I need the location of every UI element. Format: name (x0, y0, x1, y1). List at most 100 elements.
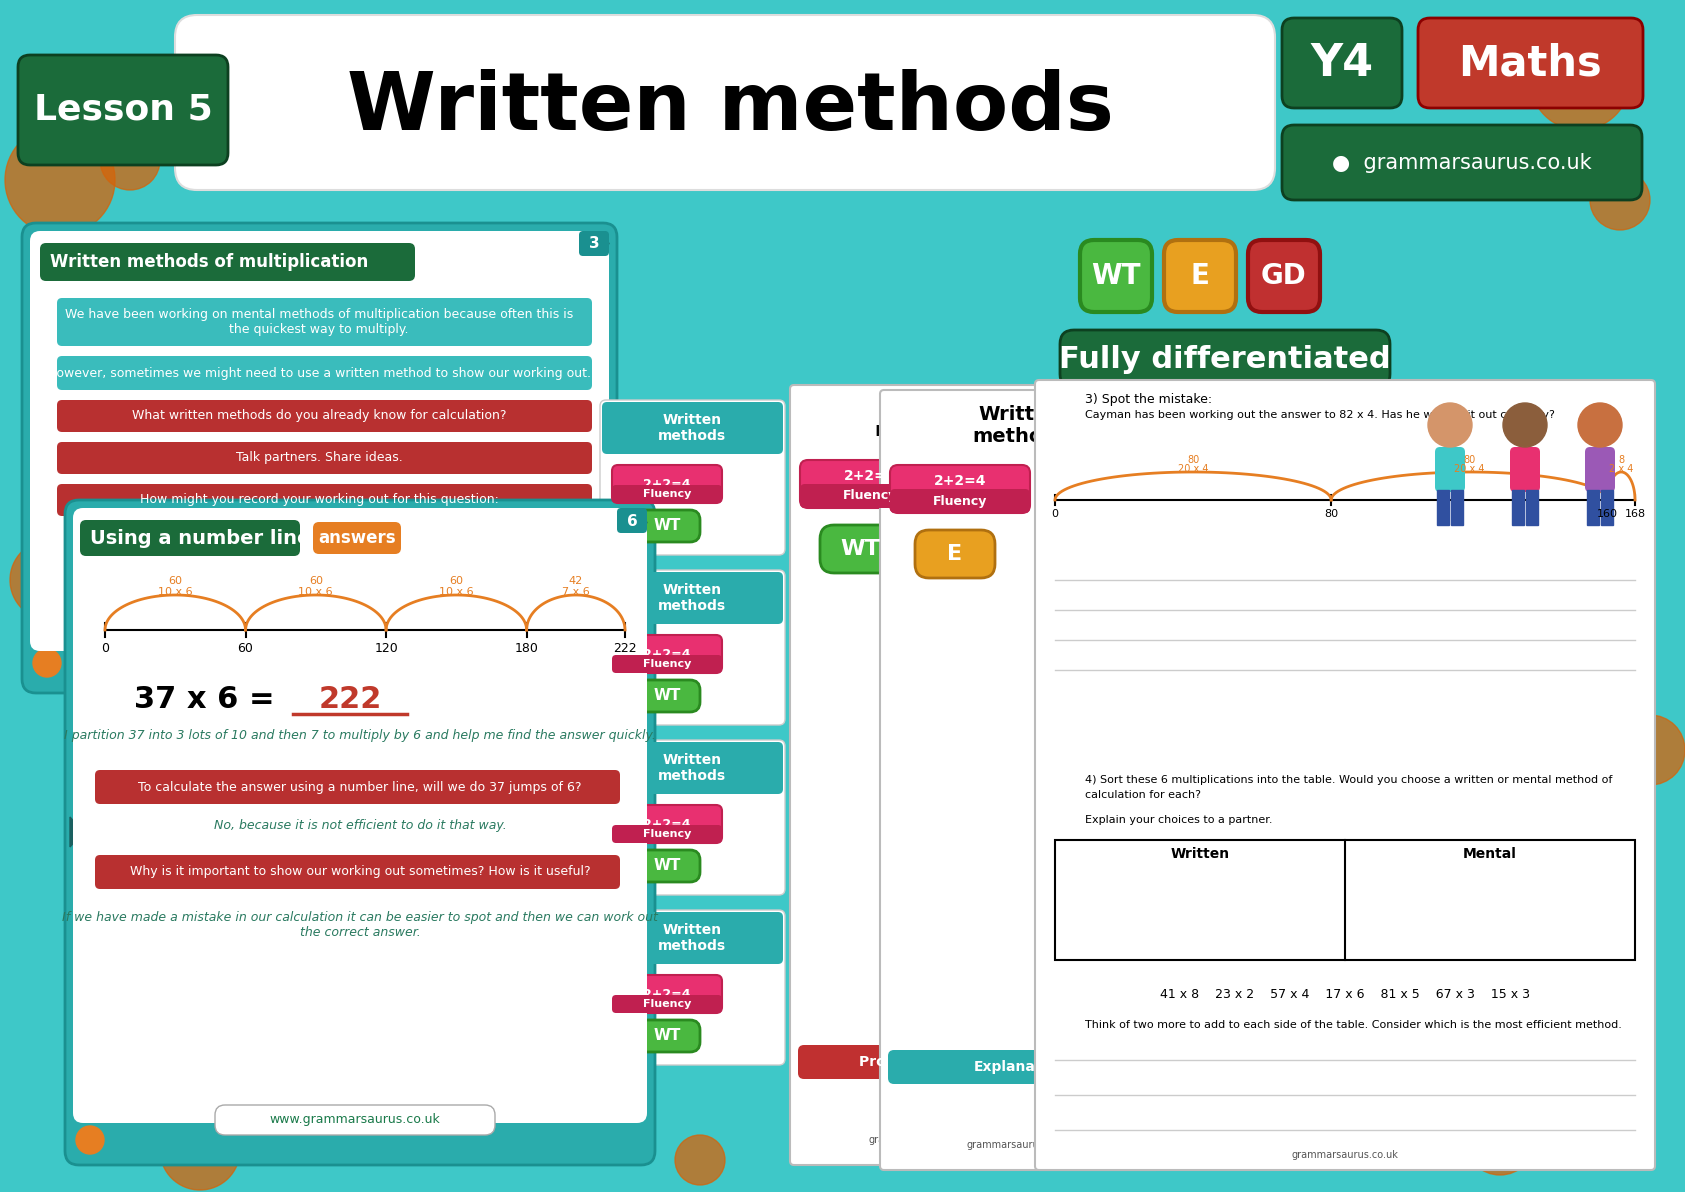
Text: 2 x 4: 2 x 4 (1609, 464, 1633, 474)
Text: 44 x 7 =: 44 x 7 = (249, 529, 389, 559)
Text: Why is it important to show our working out sometimes? How is it useful?: Why is it important to show our working … (130, 865, 590, 879)
FancyBboxPatch shape (602, 402, 784, 454)
FancyBboxPatch shape (617, 508, 647, 533)
Circle shape (160, 1110, 239, 1190)
Circle shape (676, 1135, 725, 1185)
Circle shape (34, 648, 61, 677)
Text: We have been working on mental methods of multiplication because often this is
t: We have been working on mental methods o… (66, 308, 573, 336)
FancyBboxPatch shape (635, 850, 699, 882)
Text: 60: 60 (168, 576, 182, 586)
Text: Explanation: Explanation (974, 1060, 1067, 1074)
Text: ●  grammarsaurus.co.uk: ● grammarsaurus.co.uk (1333, 153, 1592, 173)
Text: Written
methods: Written methods (875, 399, 971, 441)
FancyBboxPatch shape (1164, 240, 1237, 312)
Text: Fully differentiated: Fully differentiated (1060, 344, 1390, 373)
Text: WT: WT (654, 1029, 681, 1043)
Text: grammarsaurus.co.uk: grammarsaurus.co.uk (1292, 1150, 1399, 1160)
FancyBboxPatch shape (57, 401, 591, 432)
Text: Fluency: Fluency (642, 659, 691, 669)
Text: 0: 0 (101, 641, 110, 654)
Text: WT: WT (654, 519, 681, 534)
FancyBboxPatch shape (790, 385, 1055, 1165)
FancyBboxPatch shape (612, 485, 721, 503)
Text: 2+2=4: 2+2=4 (644, 818, 691, 831)
Text: www.grammarsaurus.co.uk: www.grammarsaurus.co.uk (270, 1113, 440, 1126)
Text: 42: 42 (568, 576, 583, 586)
FancyBboxPatch shape (94, 855, 620, 889)
Text: Fluency: Fluency (933, 495, 987, 508)
Text: 160: 160 (1597, 509, 1618, 519)
Text: Written: Written (1171, 848, 1230, 861)
FancyBboxPatch shape (612, 635, 721, 673)
Text: 222: 222 (318, 685, 382, 714)
Text: Fluency: Fluency (642, 999, 691, 1008)
Circle shape (1545, 385, 1634, 474)
Text: 2+2=4: 2+2=4 (644, 478, 691, 490)
FancyBboxPatch shape (890, 465, 1030, 513)
FancyBboxPatch shape (313, 522, 401, 554)
Text: However, sometimes we might need to use a written method to show our working out: However, sometimes we might need to use … (47, 366, 591, 379)
Text: 60: 60 (308, 576, 324, 586)
FancyBboxPatch shape (57, 442, 591, 474)
Text: Talk partners. Share ideas.: Talk partners. Share ideas. (236, 452, 403, 465)
FancyBboxPatch shape (66, 499, 655, 1165)
FancyBboxPatch shape (1282, 125, 1641, 200)
Circle shape (1427, 403, 1473, 447)
Text: 2+2=4: 2+2=4 (644, 647, 691, 660)
FancyBboxPatch shape (635, 510, 699, 542)
Text: Written methods of multiplication: Written methods of multiplication (51, 253, 369, 271)
Polygon shape (596, 243, 608, 257)
Text: E: E (1191, 262, 1210, 290)
Bar (1601, 490, 1613, 524)
FancyBboxPatch shape (1060, 330, 1390, 389)
Bar (1055, 840, 1634, 960)
FancyBboxPatch shape (890, 489, 1030, 513)
FancyBboxPatch shape (216, 1105, 495, 1135)
FancyBboxPatch shape (19, 55, 227, 164)
Circle shape (99, 130, 160, 190)
Circle shape (10, 540, 89, 620)
Text: 60: 60 (450, 576, 463, 586)
Text: 10 x 6: 10 x 6 (440, 586, 473, 597)
FancyBboxPatch shape (800, 460, 940, 508)
FancyBboxPatch shape (72, 508, 647, 1123)
FancyBboxPatch shape (635, 1020, 699, 1053)
Text: 80: 80 (1463, 455, 1476, 465)
Text: answers: answers (318, 529, 396, 547)
FancyBboxPatch shape (1510, 447, 1540, 492)
FancyBboxPatch shape (799, 1045, 1046, 1079)
FancyBboxPatch shape (602, 572, 784, 623)
Text: Fluency: Fluency (642, 828, 691, 839)
Bar (1451, 490, 1463, 524)
Circle shape (1503, 403, 1547, 447)
Text: How might you record your working out for this question:: How might you record your working out fo… (140, 493, 499, 507)
FancyBboxPatch shape (600, 740, 785, 895)
FancyBboxPatch shape (79, 520, 300, 555)
Bar (1587, 490, 1599, 524)
Text: If we have made a mistake in our calculation it can be easier to spot and then w: If we have made a mistake in our calcula… (62, 911, 657, 939)
Text: What written methods do you already know for calculation?: What written methods do you already know… (131, 410, 505, 422)
FancyBboxPatch shape (1080, 240, 1153, 312)
FancyBboxPatch shape (30, 231, 608, 651)
FancyBboxPatch shape (1282, 18, 1402, 108)
FancyBboxPatch shape (821, 524, 900, 573)
Text: Mental: Mental (1463, 848, 1516, 861)
Circle shape (5, 125, 115, 235)
Text: 2+2=4: 2+2=4 (933, 474, 986, 488)
Text: 80: 80 (1186, 455, 1200, 465)
Text: grammarsaurus.co.uk: grammarsaurus.co.uk (868, 1135, 976, 1146)
Text: 80: 80 (1324, 509, 1338, 519)
FancyBboxPatch shape (600, 570, 785, 725)
Bar (1437, 490, 1449, 524)
Text: 60: 60 (238, 641, 253, 654)
Circle shape (1614, 715, 1685, 786)
Text: 4) Sort these 6 multiplications into the table. Would you choose a written or me: 4) Sort these 6 multiplications into the… (1085, 775, 1613, 786)
Text: Fluency: Fluency (842, 490, 896, 503)
FancyBboxPatch shape (57, 298, 591, 346)
FancyBboxPatch shape (600, 909, 785, 1064)
FancyBboxPatch shape (1436, 447, 1464, 492)
FancyBboxPatch shape (602, 912, 784, 964)
Text: Maths: Maths (1458, 42, 1602, 83)
Text: WT: WT (654, 858, 681, 874)
FancyBboxPatch shape (612, 995, 721, 1013)
